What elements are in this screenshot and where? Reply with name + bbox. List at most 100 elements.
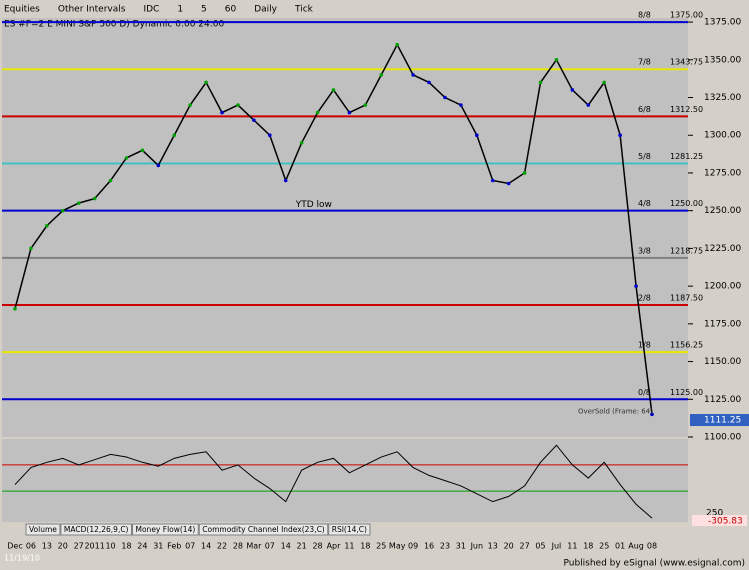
y-tick-label: 1250.00 <box>704 206 741 216</box>
level-label: 1187.50 <box>670 293 703 302</box>
price-point <box>554 57 559 62</box>
price-point <box>634 284 638 288</box>
indicator-tab[interactable] <box>328 523 371 536</box>
price-point <box>29 246 33 251</box>
y-tick-label: 1125.00 <box>704 395 741 405</box>
price-point <box>443 95 447 100</box>
indicator-tab-label[interactable]: MACD(12,26,9,C) <box>64 525 129 534</box>
right-axis <box>690 18 749 522</box>
y-tick-label: 1325.00 <box>704 93 741 103</box>
price-point <box>395 42 400 47</box>
x-tick-label: 11 <box>344 542 354 551</box>
level-name: 4/8 <box>638 199 651 208</box>
x-tick-label: 13 <box>488 542 498 551</box>
x-tick-label: 24 <box>137 542 147 551</box>
x-tick-label: 2011 <box>84 542 104 551</box>
x-tick-label: 09 <box>408 542 418 551</box>
level-name: 6/8 <box>638 105 651 114</box>
price-point <box>379 73 384 77</box>
x-tick-label: Dec <box>7 542 22 551</box>
price-point <box>602 80 607 85</box>
x-tick-label: 23 <box>440 542 450 551</box>
x-tick-label: Mar <box>246 542 262 551</box>
price-point <box>76 201 81 205</box>
price-point <box>108 178 113 183</box>
y-tick-label: 1225.00 <box>704 244 741 254</box>
toolbar-button[interactable]: IDC <box>143 5 159 15</box>
x-tick-label: 14 <box>201 542 211 551</box>
price-point <box>45 223 49 228</box>
x-tick-label: 16 <box>424 542 434 551</box>
x-tick-label: Apr <box>327 542 342 551</box>
toolbar-button[interactable]: Equities <box>4 5 40 15</box>
x-tick-label: 28 <box>312 542 322 551</box>
footer: Published by eSignal (www.esignal.com) <box>563 559 745 569</box>
price-point <box>156 163 161 168</box>
x-tick-label: 10 <box>105 542 115 551</box>
level-label: 1343.75 <box>670 58 703 67</box>
price-point <box>475 133 479 138</box>
x-tick-label: 06 <box>26 542 36 551</box>
x-tick-label: 14 <box>281 542 291 551</box>
price-point <box>172 133 177 138</box>
osc-last-box <box>692 515 747 526</box>
x-tick-label: 25 <box>376 542 386 551</box>
x-tick-label: 25 <box>599 542 609 551</box>
annotation: YTD low <box>295 200 332 210</box>
x-tick-label: 27 <box>74 542 84 551</box>
y-tick-label: 1200.00 <box>704 282 741 292</box>
price-point <box>586 103 591 107</box>
level-name: 2/8 <box>638 293 651 302</box>
indicator-tab-label[interactable]: Commodity Channel Index(23,C) <box>202 525 325 534</box>
level-label: 1375.00 <box>670 11 703 20</box>
indicator-tab[interactable] <box>60 523 132 536</box>
last-price-box <box>690 414 749 427</box>
osc-line <box>14 444 653 519</box>
x-tick-label: 27 <box>520 542 530 551</box>
oversold-note: OverSold (Frame: 64) <box>578 407 653 415</box>
price-point <box>299 140 304 145</box>
price-point <box>204 80 208 85</box>
price-point <box>618 133 622 138</box>
level-label: 1250.00 <box>670 199 703 208</box>
indicator-tab[interactable] <box>25 523 61 536</box>
toolbar-button[interactable]: Tick <box>294 5 314 15</box>
price-point <box>252 118 256 122</box>
x-tick-label: May <box>389 542 406 551</box>
price-point <box>347 110 352 115</box>
toolbar-button[interactable]: 60 <box>225 5 237 15</box>
price-point <box>427 80 431 85</box>
level-label: 1281.25 <box>670 152 703 161</box>
level-name: 0/8 <box>638 388 651 397</box>
price-point <box>283 178 288 183</box>
price-point <box>570 88 575 92</box>
x-tick-label: 07 <box>265 542 275 551</box>
y-tick-label: 1350.00 <box>704 55 741 65</box>
indicator-tab-label[interactable]: Money Flow(14) <box>136 525 196 534</box>
toolbar-button[interactable]: 5 <box>201 5 207 15</box>
y-tick-label: 1175.00 <box>704 319 741 329</box>
indicator-tab[interactable] <box>198 523 329 536</box>
x-tick-label: 20 <box>504 542 514 551</box>
x-tick-label: 18 <box>121 542 131 551</box>
indicator-tab[interactable] <box>132 523 199 536</box>
x-tick-label: Jun <box>470 542 484 551</box>
toolbar-button[interactable]: Other Intervals <box>58 5 126 15</box>
toolbar-button[interactable]: 1 <box>177 5 183 15</box>
x-tick-label: 18 <box>360 542 370 551</box>
price-point <box>522 171 527 175</box>
price-point <box>220 110 224 115</box>
x-tick-label: 08 <box>647 542 657 551</box>
indicator-tab-label[interactable]: RSI(14,C) <box>332 525 367 534</box>
price-point <box>140 148 145 153</box>
x-tick-label: 13 <box>42 542 52 551</box>
x-tick-label: 07 <box>185 542 195 551</box>
level-label: 1218.75 <box>670 246 703 255</box>
x-tick-label: Feb <box>167 542 181 551</box>
chart-title: ES #F=2 E MINI S&P 500 D) Dynamic 0:00 2… <box>4 20 225 30</box>
indicator-tab-label[interactable]: Volume <box>29 525 57 534</box>
x-tick-label: 01 <box>615 542 625 551</box>
price-point <box>506 181 511 186</box>
price-point <box>268 133 272 138</box>
toolbar-button[interactable]: Daily <box>254 5 277 15</box>
